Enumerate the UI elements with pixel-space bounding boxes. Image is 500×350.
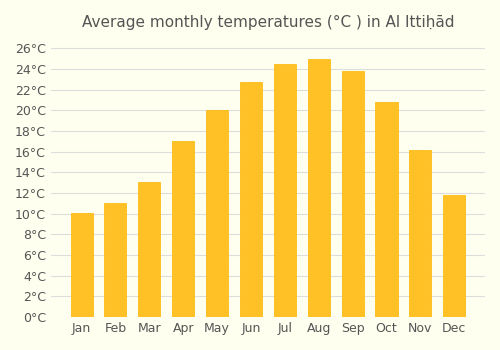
Bar — [308, 59, 330, 317]
Title: Average monthly temperatures (°C ) in Al Ittiḥād: Average monthly temperatures (°C ) in Al… — [82, 15, 454, 30]
Bar — [70, 213, 92, 317]
Bar — [274, 64, 296, 317]
Bar — [443, 195, 466, 317]
Bar — [240, 82, 262, 317]
Bar — [410, 150, 432, 317]
Bar — [376, 102, 398, 317]
Bar — [138, 182, 160, 317]
Bar — [172, 141, 194, 317]
Bar — [206, 111, 228, 317]
Bar — [104, 203, 126, 317]
Bar — [342, 71, 363, 317]
